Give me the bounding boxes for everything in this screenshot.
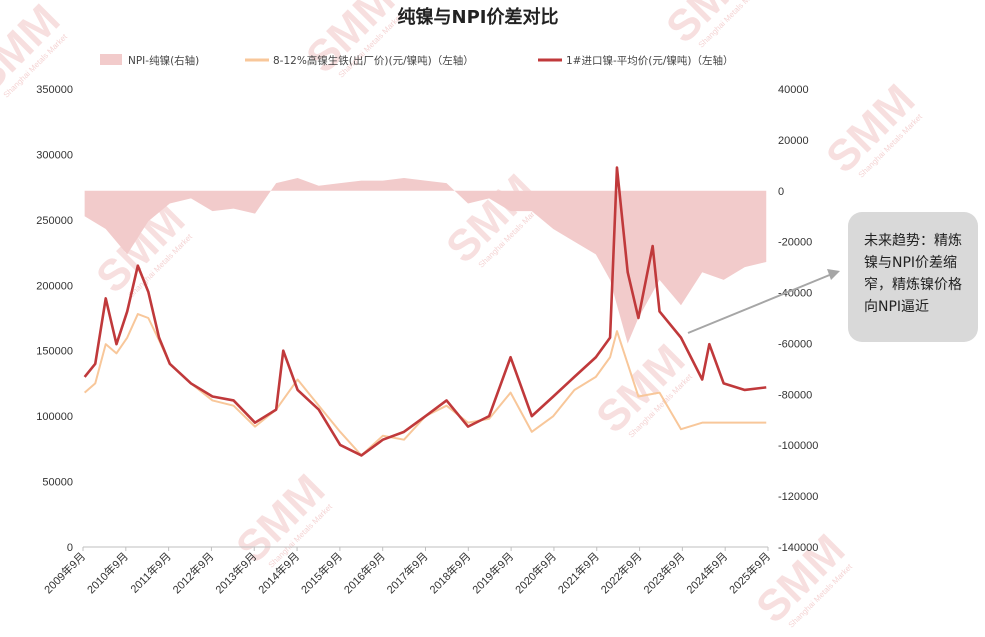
x-tick-label-9: 2018年9月 — [426, 549, 473, 596]
left-tick-label-3: 150000 — [36, 346, 73, 358]
left-tick-label-4: 200000 — [36, 280, 73, 292]
x-tick-label-8: 2017年9月 — [384, 549, 431, 596]
x-tick-label-13: 2022年9月 — [598, 549, 645, 596]
right-tick-label-0: -140000 — [778, 542, 818, 554]
left-tick-label-6: 300000 — [36, 149, 73, 161]
right-tick-label-9: 40000 — [778, 84, 809, 96]
x-tick-label-0: 2009年9月 — [41, 549, 88, 596]
left-tick-label-0: 0 — [67, 542, 73, 554]
watermark-logo: SMM — [657, 0, 764, 52]
left-tick-label-1: 50000 — [42, 477, 73, 489]
trend-callout: 未来趋势：精炼镍与NPI价差缩窄，精炼镍价格向NPI逼近 — [848, 212, 978, 342]
x-tick-label-7: 2016年9月 — [341, 549, 388, 596]
plot-area — [83, 166, 767, 457]
legend-label-1: 8-12%高镍生铁(出厂价)(元/镍吨)（左轴） — [273, 54, 474, 67]
right-tick-label-7: 0 — [778, 186, 784, 198]
x-tick-label-12: 2021年9月 — [555, 549, 602, 596]
x-tick-label-11: 2020年9月 — [512, 549, 559, 596]
right-tick-label-3: -80000 — [778, 389, 812, 401]
x-tick-label-10: 2019年9月 — [469, 549, 516, 596]
legend-label-2: 1#进口镍-平均价(元/镍吨)（左轴） — [566, 54, 734, 67]
callout-text: 未来趋势：精炼镍与NPI价差缩窄，精炼镍价格向NPI逼近 — [864, 233, 962, 315]
right-tick-label-2: -100000 — [778, 440, 818, 452]
legend-swatch-0 — [100, 54, 122, 65]
left-axis: 0 50000 100000 150000 200000 250000 300000 3500… — [36, 84, 73, 554]
arrow-head — [827, 269, 840, 280]
left-tick-label-5: 250000 — [36, 215, 73, 227]
x-tick-label-2: 2011年9月 — [127, 549, 174, 596]
series-refined-nickel-line — [83, 166, 767, 457]
x-tick-label-15: 2024年9月 — [683, 549, 730, 596]
right-axis: -140000 -120000 -100000 -80000 -60000 -40000 -… — [778, 84, 818, 554]
right-tick-label-6: -20000 — [778, 237, 812, 249]
x-tick-label-1: 2010年9月 — [84, 549, 131, 596]
right-tick-label-5: -40000 — [778, 288, 812, 300]
x-axis: 2009年9月2010年9月2011年9月2012年9月2013年9月2014年… — [41, 546, 773, 596]
chart-title: 纯镍与NPI价差对比 — [398, 6, 559, 28]
x-tick-label-14: 2023年9月 — [640, 549, 687, 596]
x-tick-label-6: 2015年9月 — [298, 549, 345, 596]
series-npi-spread-area — [84, 178, 767, 344]
left-tick-label-7: 350000 — [36, 84, 73, 96]
arrow-line — [687, 273, 833, 334]
legend: NPI-纯镍(右轴) 8-12%高镍生铁(出厂价)(元/镍吨)（左轴） 1#进口镍-… — [100, 54, 734, 67]
left-tick-label-2: 100000 — [36, 411, 73, 423]
right-tick-label-4: -60000 — [778, 338, 812, 350]
callout-arrow — [687, 269, 840, 334]
x-tick-label-3: 2012年9月 — [169, 549, 216, 596]
right-tick-label-8: 20000 — [778, 135, 809, 147]
series-npi-price-line — [83, 313, 767, 457]
right-tick-label-1: -120000 — [778, 491, 818, 503]
legend-label-0: NPI-纯镍(右轴) — [128, 54, 199, 67]
x-tick-label-4: 2013年9月 — [212, 549, 259, 596]
